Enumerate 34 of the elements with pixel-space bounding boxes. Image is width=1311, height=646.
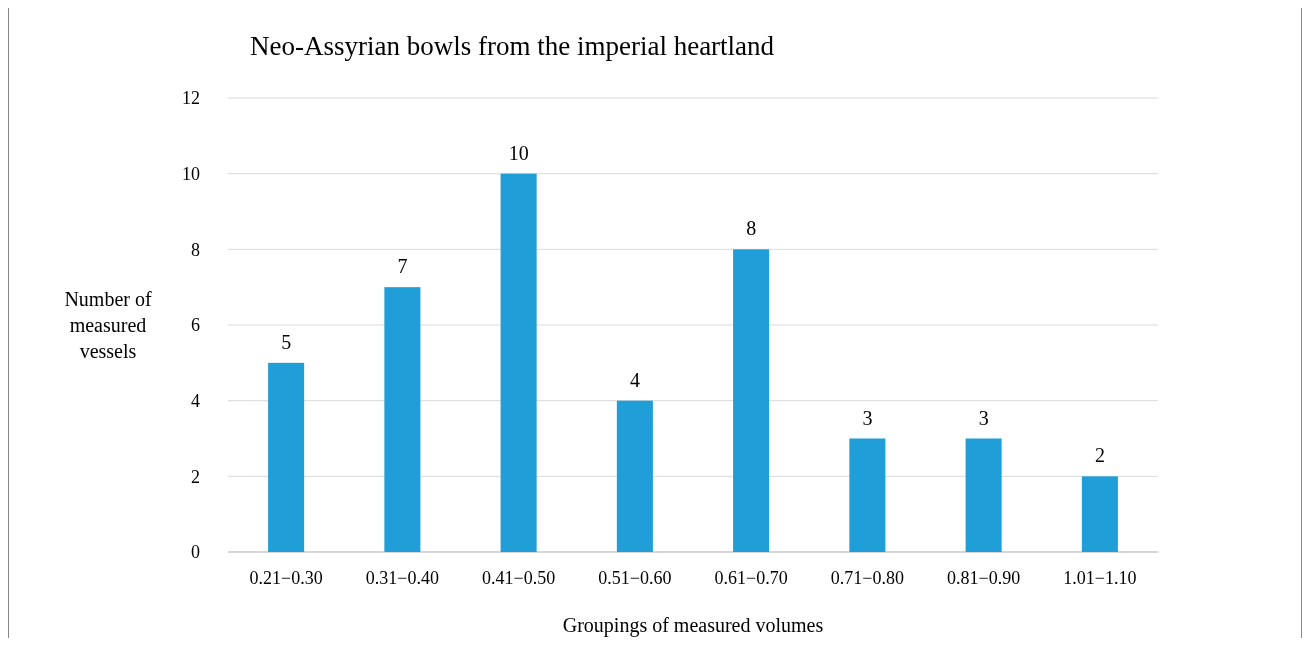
y-tick-label: 6 <box>191 315 200 336</box>
y-tick-label: 0 <box>191 542 200 563</box>
x-tick-label: 0.21−0.30 <box>249 568 323 588</box>
bar <box>849 438 886 552</box>
chart-title: Neo-Assyrian bowls from the imperial heartland <box>250 31 775 61</box>
y-axis-title: Number of measured vessels <box>64 288 152 362</box>
x-tick-label: 0.31−0.40 <box>365 568 439 588</box>
y-tick-label: 4 <box>191 390 200 411</box>
data-label: 5 <box>281 330 292 353</box>
data-label: 8 <box>746 217 757 240</box>
x-tick-label: 0.51−0.60 <box>598 568 672 588</box>
bar <box>268 362 305 552</box>
bar <box>616 400 653 552</box>
x-tick-label: 0.71−0.80 <box>830 568 904 588</box>
data-label: 3 <box>978 406 989 429</box>
data-label: 2 <box>1094 444 1105 467</box>
bar <box>733 249 770 552</box>
data-label: 7 <box>397 255 408 278</box>
x-tick-label: 0.81−0.90 <box>947 568 1021 588</box>
y-tick-label: 12 <box>182 88 200 109</box>
y-tick-label: 2 <box>191 466 200 487</box>
y-tick-label: 10 <box>182 163 200 184</box>
bar <box>1081 476 1118 552</box>
data-label: 4 <box>629 368 640 391</box>
data-label: 3 <box>862 406 873 429</box>
data-label: 10 <box>508 141 529 164</box>
y-tick-label: 8 <box>191 239 200 260</box>
x-tick-label: 0.61−0.70 <box>714 568 788 588</box>
bar <box>500 173 537 552</box>
bar <box>384 287 421 552</box>
x-axis-title: Groupings of measured volumes <box>562 614 824 637</box>
bar <box>965 438 1002 552</box>
x-tick-label: 1.01−1.10 <box>1063 568 1137 588</box>
x-tick-label: 0.41−0.50 <box>482 568 556 588</box>
